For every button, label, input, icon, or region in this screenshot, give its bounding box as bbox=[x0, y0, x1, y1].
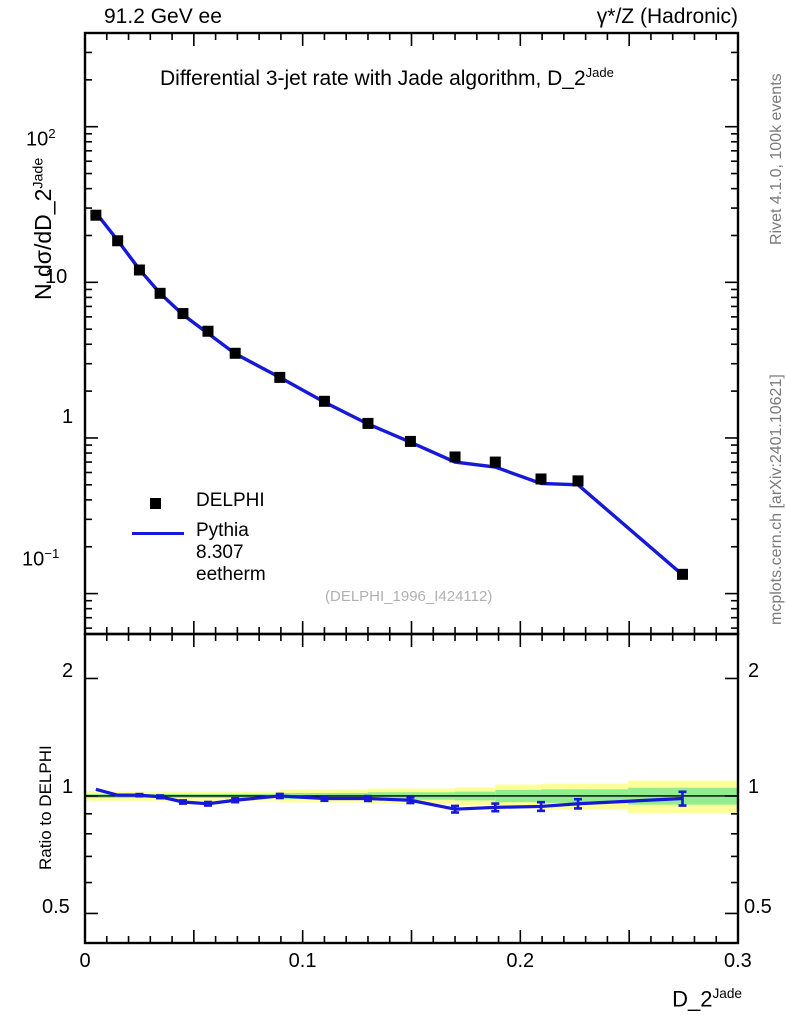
data-marker bbox=[229, 347, 241, 359]
data-marker bbox=[202, 325, 214, 337]
x-axis-label-text: D_2 bbox=[672, 986, 713, 1012]
legend-line-icon bbox=[130, 518, 188, 548]
legend-label-data: DELPHI bbox=[196, 490, 265, 511]
x-tick-0: 0 bbox=[79, 950, 91, 972]
data-marker bbox=[535, 473, 547, 485]
y-tick-1e1: 10 bbox=[45, 266, 68, 288]
plot-title: Differential 3-jet rate with Jade algori… bbox=[160, 65, 614, 91]
analysis-id-watermark: (DELPHI_1996_I424112) bbox=[325, 588, 493, 605]
data-markers bbox=[90, 209, 688, 580]
x-tick-0p2: 0.2 bbox=[506, 950, 535, 972]
beam-energy-label: 91.2 GeV ee bbox=[104, 5, 222, 28]
x-tick-0p1: 0.1 bbox=[288, 950, 317, 972]
x-axis-label: D_2Jade bbox=[672, 986, 742, 1012]
data-marker bbox=[449, 451, 461, 463]
ratio-y-tick-1: 1 bbox=[62, 776, 74, 798]
panel-frame-main bbox=[83, 31, 740, 636]
y-tick-1e0: 1 bbox=[62, 406, 74, 428]
mc-polyline bbox=[94, 211, 684, 577]
ratio-curve bbox=[95, 787, 687, 814]
x-tick-0p3: 0.3 bbox=[724, 950, 752, 972]
ratio-y-tick-right-1: 1 bbox=[748, 776, 760, 798]
data-marker bbox=[572, 475, 584, 487]
legend-label-mc: Pythia 8.307 eetherm bbox=[196, 520, 266, 585]
ratio-polyline bbox=[95, 787, 683, 811]
panel-frames bbox=[83, 31, 740, 945]
data-marker bbox=[362, 417, 374, 429]
x-axis-label-sup: Jade bbox=[712, 986, 742, 1001]
data-marker bbox=[154, 287, 166, 299]
data-marker bbox=[177, 308, 189, 320]
plot-title-text: Differential 3-jet rate with Jade algori… bbox=[160, 67, 586, 90]
data-marker bbox=[274, 371, 286, 383]
legend-marker-icon bbox=[130, 488, 188, 518]
panel-frame-ratio bbox=[83, 632, 740, 945]
data-marker bbox=[318, 395, 330, 407]
data-marker bbox=[90, 209, 102, 221]
y-tick-1e-1: 10−1 bbox=[22, 546, 60, 571]
data-marker bbox=[489, 456, 501, 468]
ratio-y-tick-right-2: 2 bbox=[748, 660, 760, 682]
process-label: γ*/Z (Hadronic) bbox=[596, 5, 738, 28]
data-marker bbox=[404, 435, 416, 447]
data-marker bbox=[133, 264, 145, 276]
plot-title-sup: Jade bbox=[585, 65, 614, 80]
data-marker bbox=[676, 568, 688, 580]
mc-curve bbox=[94, 211, 684, 577]
ratio-y-tick-right-0p5: 0.5 bbox=[744, 896, 772, 918]
data-marker bbox=[112, 235, 124, 247]
ratio-y-tick-2: 2 bbox=[62, 660, 74, 682]
y-tick-1e2: 102 bbox=[26, 126, 56, 151]
ratio-y-tick-0p5: 0.5 bbox=[42, 896, 70, 918]
